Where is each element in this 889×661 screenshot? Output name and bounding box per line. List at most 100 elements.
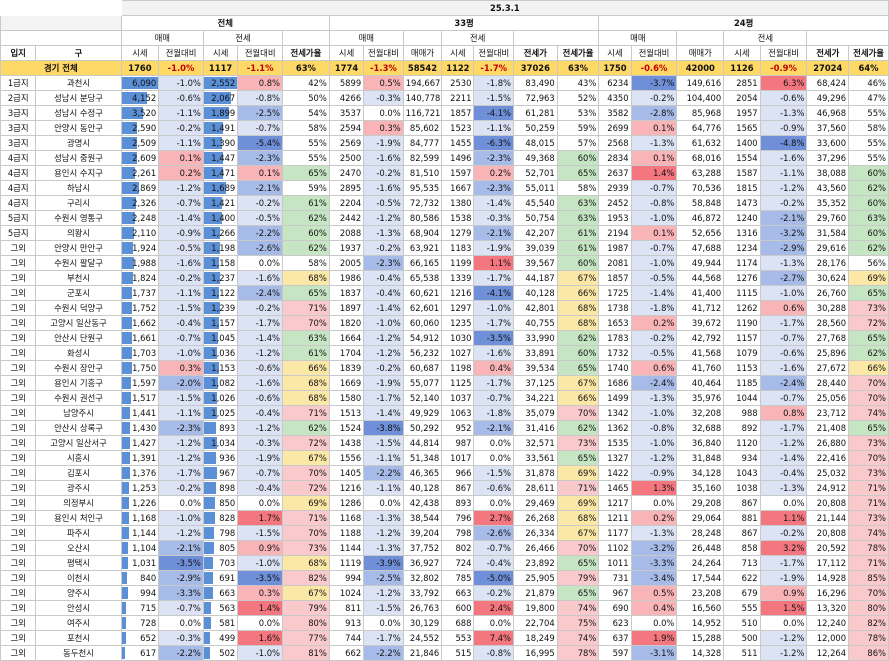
data-bar-value: 691 — [219, 573, 236, 583]
data-bar-value: 2,326 — [132, 198, 157, 208]
jeonse-price-24-cell: 1240 — [723, 210, 761, 226]
jeonse-mom-33-cell: -1.5% — [473, 465, 515, 481]
jeonse-mom-24-cell: -0.7% — [759, 390, 808, 406]
data-bar-value: 3,520 — [132, 108, 157, 118]
sale-mom-33-cell: -1.2% — [363, 330, 404, 346]
sale-mom-33-cell: -0.3% — [363, 90, 404, 106]
data-bar-value: 663 — [219, 588, 236, 598]
data-bar — [122, 632, 126, 644]
ratio-33-cell: 79% — [556, 570, 600, 586]
data-bar — [122, 557, 128, 569]
summary-sale-mom-33: -1.3% — [363, 60, 404, 76]
data-bar — [122, 527, 129, 539]
sale-price-33-cell: 2470 — [328, 165, 365, 181]
data-bar-value: 617 — [140, 648, 157, 658]
jeonse-amount-24-cell: 21,408 — [806, 420, 850, 436]
ratio-33-cell: 69% — [556, 465, 600, 481]
ratio-all-cell: 68% — [282, 375, 330, 391]
jeonse-mom-all-cell: -0.7% — [237, 465, 283, 481]
jeonse-mom-33-cell: 0.0% — [473, 435, 515, 451]
summary-sale-price-all: 1760 — [120, 60, 160, 76]
jeonse-price-all-cell: 967 — [202, 465, 239, 481]
sale-mom-33-cell: -1.4% — [363, 300, 404, 316]
data-bar — [204, 212, 223, 224]
sale-price-33-cell: 2442 — [328, 210, 365, 226]
jeonse-amount-33-cell: 49,368 — [513, 150, 558, 166]
sale-price-33-cell: 1704 — [328, 345, 365, 361]
jeonse-mom-24-cell: 0.9% — [759, 585, 808, 601]
blank-cell — [806, 30, 889, 46]
jeonse-amount-24-cell: 68,424 — [806, 75, 850, 91]
ratio-all-cell: 73% — [282, 540, 330, 556]
jeonse-price-all-cell: 805 — [202, 540, 239, 556]
sale-price-33-cell: 1168 — [328, 510, 365, 526]
sale-mom-all-cell: -0.2% — [158, 270, 204, 286]
sale-mom-all-cell: -1.2% — [158, 435, 204, 451]
district-cell: 수원시 권선구 — [35, 390, 122, 406]
location-cell: 1급지 — [0, 75, 37, 91]
table-row: 그외 수원시 덕양구 1,752 -1.5% 1,239 -0.2% 71% 1897 -1.4… — [0, 300, 889, 316]
sale-amount-33-cell: 46,365 — [402, 465, 443, 481]
sale-price-33-cell: 1286 — [328, 495, 365, 511]
ratio-33-cell: 60% — [556, 345, 600, 361]
jeonse-price-all-cell: 898 — [202, 480, 239, 496]
ratio-24-cell: 74% — [848, 405, 889, 421]
sale-price-24-cell: 2194 — [598, 225, 632, 241]
jeonse-mom-24-cell: -1.2% — [759, 435, 808, 451]
jeonse-price-24-cell: 1554 — [723, 150, 761, 166]
summary-jeonse-mom-33: -1.7% — [473, 60, 515, 76]
jeonse-price-all-cell: 1,082 — [202, 375, 239, 391]
jeonse-mom-all-cell: -1.5% — [237, 525, 283, 541]
sale-price-33-cell: 1144 — [328, 540, 365, 556]
district-cell: 광주시 — [35, 480, 122, 496]
summary-ratio-24: 64% — [848, 60, 889, 76]
data-bar-value: 1,158 — [211, 258, 236, 268]
sale-price-33-cell: 1024 — [328, 585, 365, 601]
data-bar-value: 936 — [219, 453, 236, 463]
jeonse-price-24-cell: 679 — [723, 585, 761, 601]
jeonse-amount-33-cell: 35,079 — [513, 405, 558, 421]
jeonse-amount-24-cell: 28,440 — [806, 375, 850, 391]
data-bar — [204, 542, 215, 554]
sale-price-33-cell: 913 — [328, 615, 365, 631]
summary-sale-amount-33: 58542 — [402, 60, 443, 76]
sale-mom-33-cell: -2.2% — [363, 465, 404, 481]
sale-amount-24-cell: 35,160 — [676, 480, 725, 496]
sale-mom-24-cell: -0.8% — [630, 195, 678, 211]
jeonse-price-all-cell: 1,390 — [202, 135, 239, 151]
sale-amount-24-cell: 14,328 — [676, 645, 725, 661]
table-row: 그외 김포시 1,376 -1.7% 967 -0.7% 70% 1405 -2.2% 46,36… — [0, 465, 889, 481]
jeonse-amount-24-cell: 43,560 — [806, 180, 850, 196]
jeonse-mom-24-cell: 6.3% — [759, 75, 808, 91]
sale-price-24-cell: 1732 — [598, 345, 632, 361]
jeonse-price-all-cell: 1,471 — [202, 165, 239, 181]
jeonse-price-24-cell: 1185 — [723, 375, 761, 391]
jeonse-price-24-cell: 1400 — [723, 135, 761, 151]
location-cell: 그외 — [0, 405, 37, 421]
sale-amount-24-cell: 39,672 — [676, 315, 725, 331]
data-bar-value: 1,239 — [211, 303, 236, 313]
table-row: 그외 안성시 715 -0.7% 563 1.4% 79% 811 -1.5% 26,763 600… — [0, 600, 889, 616]
jeonse-price-all-cell: 1,689 — [202, 180, 239, 196]
ratio-all-cell: 67% — [282, 450, 330, 466]
district-cell: 수원시 장안구 — [35, 360, 122, 376]
sale-price-33-cell: 2569 — [328, 135, 365, 151]
data-bar — [204, 647, 211, 659]
sale-price-all-cell: 3,520 — [120, 105, 160, 121]
sale-amount-24-cell: 16,560 — [676, 600, 725, 616]
district-cell: 이천시 — [35, 570, 122, 586]
sale-mom-33-cell: -1.2% — [363, 525, 404, 541]
jeonse-amount-24-cell: 16,296 — [806, 585, 850, 601]
ratio-24-cell: 73% — [848, 465, 889, 481]
data-bar-value: 1,045 — [211, 333, 236, 343]
sale-amount-24-cell: 42,792 — [676, 330, 725, 346]
sale-amount-33-cell: 95,535 — [402, 180, 443, 196]
data-bar — [204, 332, 218, 344]
sale-mom-24-cell: -1.2% — [630, 450, 678, 466]
data-bar-value: 1,447 — [211, 153, 236, 163]
sale-price-24-cell: 2081 — [598, 255, 632, 271]
jeonse-amount-33-cell: 29,469 — [513, 495, 558, 511]
sale-amount-33-cell: 33,792 — [402, 585, 443, 601]
jeonse-mom-24-cell: -2.1% — [759, 210, 808, 226]
ratio-24-cell: 71% — [848, 480, 889, 496]
